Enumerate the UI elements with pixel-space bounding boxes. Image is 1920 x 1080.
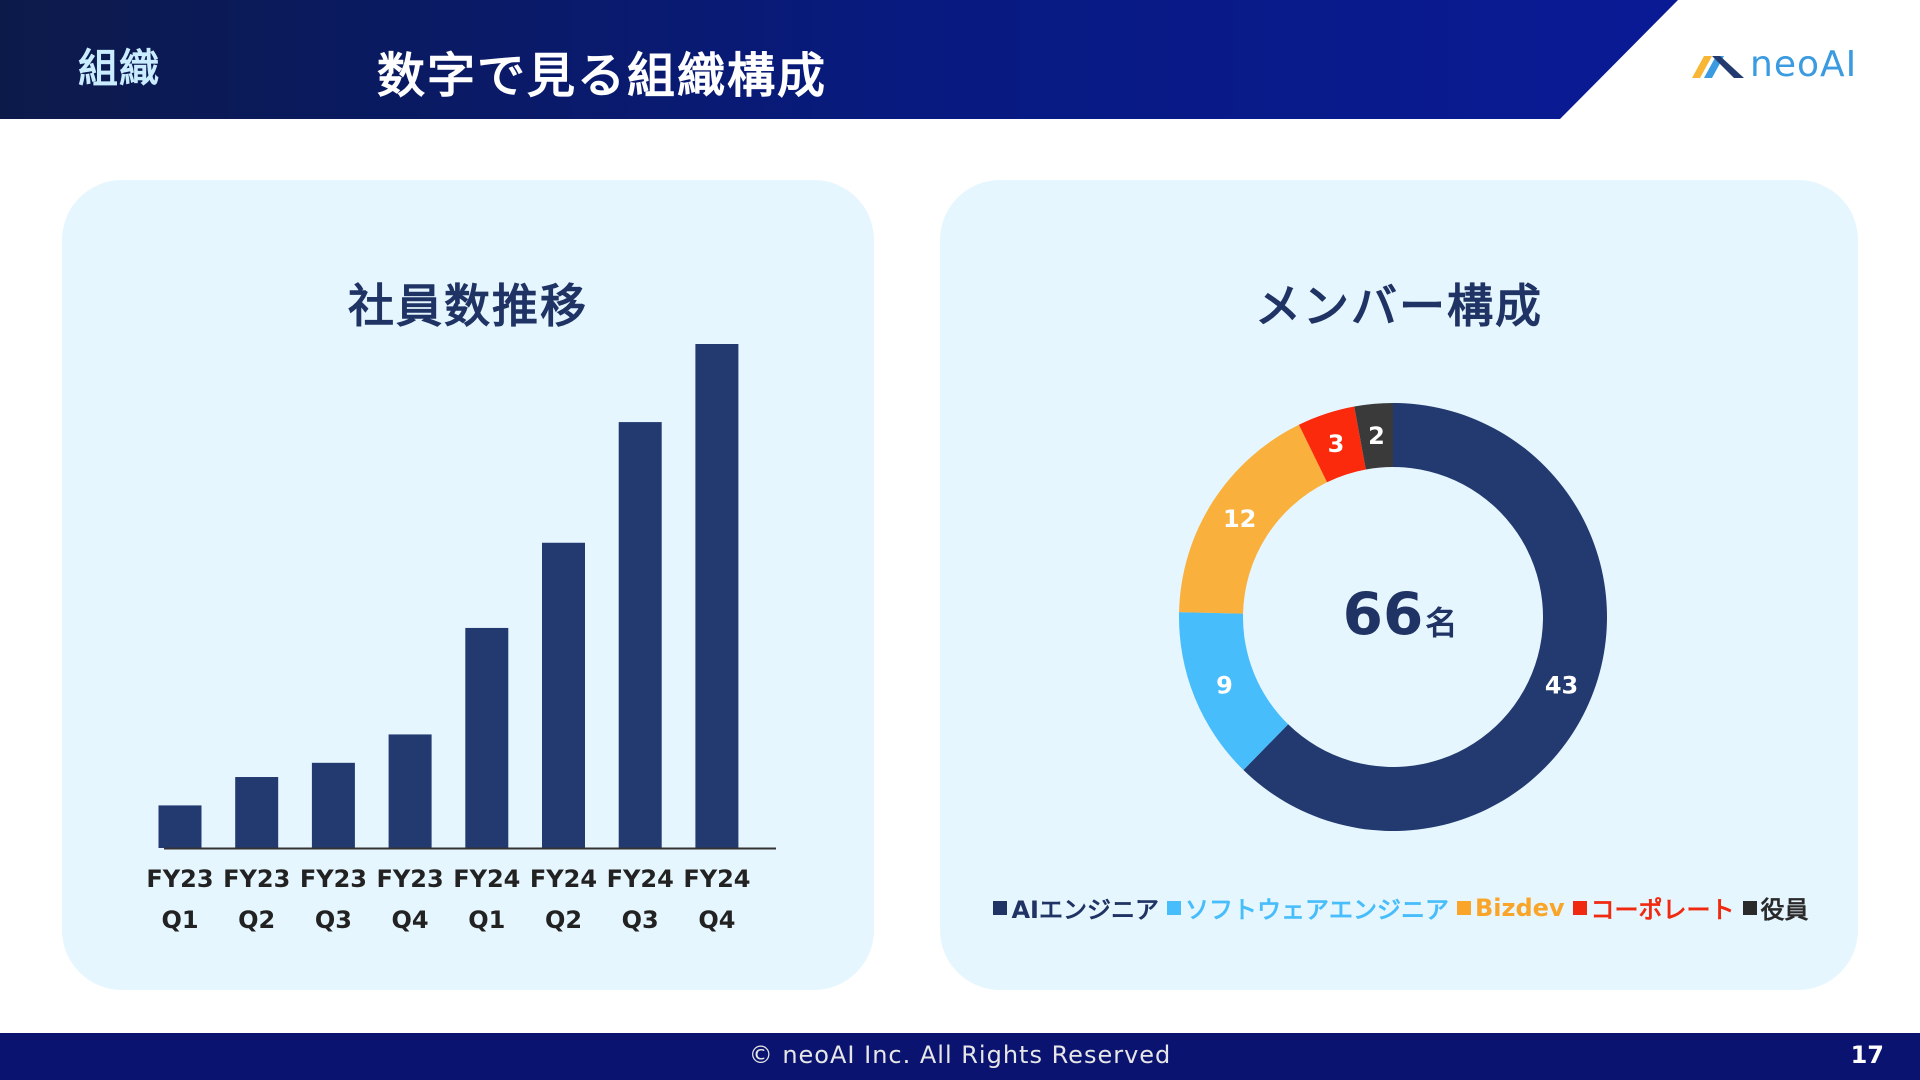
x-tick-label: FY23 — [377, 865, 444, 893]
x-tick-label: Q3 — [622, 906, 659, 934]
legend-swatch — [993, 900, 1008, 915]
x-tick-label: FY24 — [453, 865, 520, 893]
footer: © neoAI Inc. All Rights Reserved 17 — [0, 1033, 1920, 1080]
legend-swatch — [1572, 900, 1587, 915]
legend-item: 役員 — [1742, 890, 1809, 925]
member-composition-panel: メンバー構成 43 9 12 3 2 66名 AIエンジニア ソフトウェアエンジニア Biz… — [940, 180, 1858, 990]
bar-1 — [158, 805, 202, 848]
donut-slice-4 — [1298, 406, 1366, 483]
slice-value-label: 43 — [1545, 672, 1578, 700]
total-members: 66名 — [1285, 580, 1515, 648]
bar-7 — [618, 422, 662, 848]
legend-item: ソフトウェアエンジニア — [1166, 890, 1449, 925]
x-tick-label: Q2 — [238, 906, 275, 934]
logo-text: neoAI — [1750, 44, 1858, 85]
x-tick-label: Q4 — [392, 906, 429, 934]
x-tick-label: Q1 — [161, 906, 198, 934]
headcount-chart-title: 社員数推移 — [348, 279, 588, 333]
headcount-bar-chart: FY23 Q1 FY23 Q2 FY23 Q3 FY23 Q4 FY24 Q1 FY24 Q2 FY24… — [146, 344, 776, 934]
slice-value-label: 12 — [1223, 505, 1256, 533]
slice-value-label: 3 — [1328, 430, 1345, 458]
bar-6 — [542, 542, 585, 848]
x-tick-label: FY24 — [683, 865, 750, 893]
legend-label: コーポレート — [1590, 896, 1735, 924]
neoai-logo: neoAI — [1690, 44, 1856, 88]
page-number: 17 — [1850, 1041, 1884, 1069]
legend-label: ソフトウェアエンジニア — [1184, 896, 1449, 924]
x-tick-label: FY23 — [146, 865, 213, 893]
donut-slice-5 — [1354, 403, 1393, 470]
composition-donut-chart: 43 9 12 3 2 — [1179, 403, 1607, 831]
legend-label: Bizdev — [1474, 893, 1565, 922]
bar-4 — [388, 734, 432, 848]
donut-slice-3 — [1179, 424, 1328, 614]
donut-slice-1 — [1243, 403, 1607, 831]
copyright: © neoAI Inc. All Rights Reserved — [748, 1041, 1172, 1069]
x-tick-label: FY24 — [530, 865, 597, 893]
legend-swatch — [1166, 900, 1181, 915]
composition-chart-title: メンバー構成 — [1255, 279, 1543, 333]
slice-value-label: 2 — [1368, 422, 1385, 450]
x-tick-label: Q1 — [468, 906, 505, 934]
legend-swatch — [1456, 900, 1471, 915]
bar-5 — [465, 627, 509, 848]
legend-item: Bizdev — [1456, 893, 1565, 922]
header: 組織 数字で見る組織構成 neoAI — [0, 0, 1920, 119]
legend-label: AIエンジニア — [1011, 896, 1159, 924]
donut-slice-2 — [1179, 612, 1289, 771]
x-tick-label: FY24 — [607, 865, 674, 893]
headcount-panel: 社員数推移 FY23 Q1 FY23 Q2 FY23 Q3 FY23 Q4 FY24 Q1 FY24… — [62, 180, 874, 990]
x-tick-label: FY23 — [223, 865, 290, 893]
total-members-number: 66 — [1342, 580, 1424, 648]
composition-legend: AIエンジニア ソフトウェアエンジニア Bizdev コーポレート 役員 — [990, 890, 1820, 925]
legend-swatch — [1742, 900, 1757, 915]
logo-mark-icon — [1692, 56, 1744, 78]
legend-item: AIエンジニア — [993, 890, 1159, 925]
section-label: 組織 — [78, 46, 160, 92]
bar-8 — [695, 344, 739, 848]
page-title: 数字で見る組織構成 — [377, 48, 828, 104]
bar-2 — [235, 777, 279, 848]
legend-label: 役員 — [1760, 896, 1809, 924]
x-tick-label: Q3 — [315, 906, 352, 934]
x-tick-label: Q4 — [698, 906, 735, 934]
legend-item: コーポレート — [1572, 890, 1735, 925]
header-background — [0, 0, 1678, 119]
x-tick-label: Q2 — [545, 906, 582, 934]
bar-3 — [311, 762, 355, 848]
slice-value-label: 9 — [1216, 672, 1233, 700]
total-members-unit: 名 — [1425, 604, 1458, 642]
x-tick-label: FY23 — [300, 865, 367, 893]
